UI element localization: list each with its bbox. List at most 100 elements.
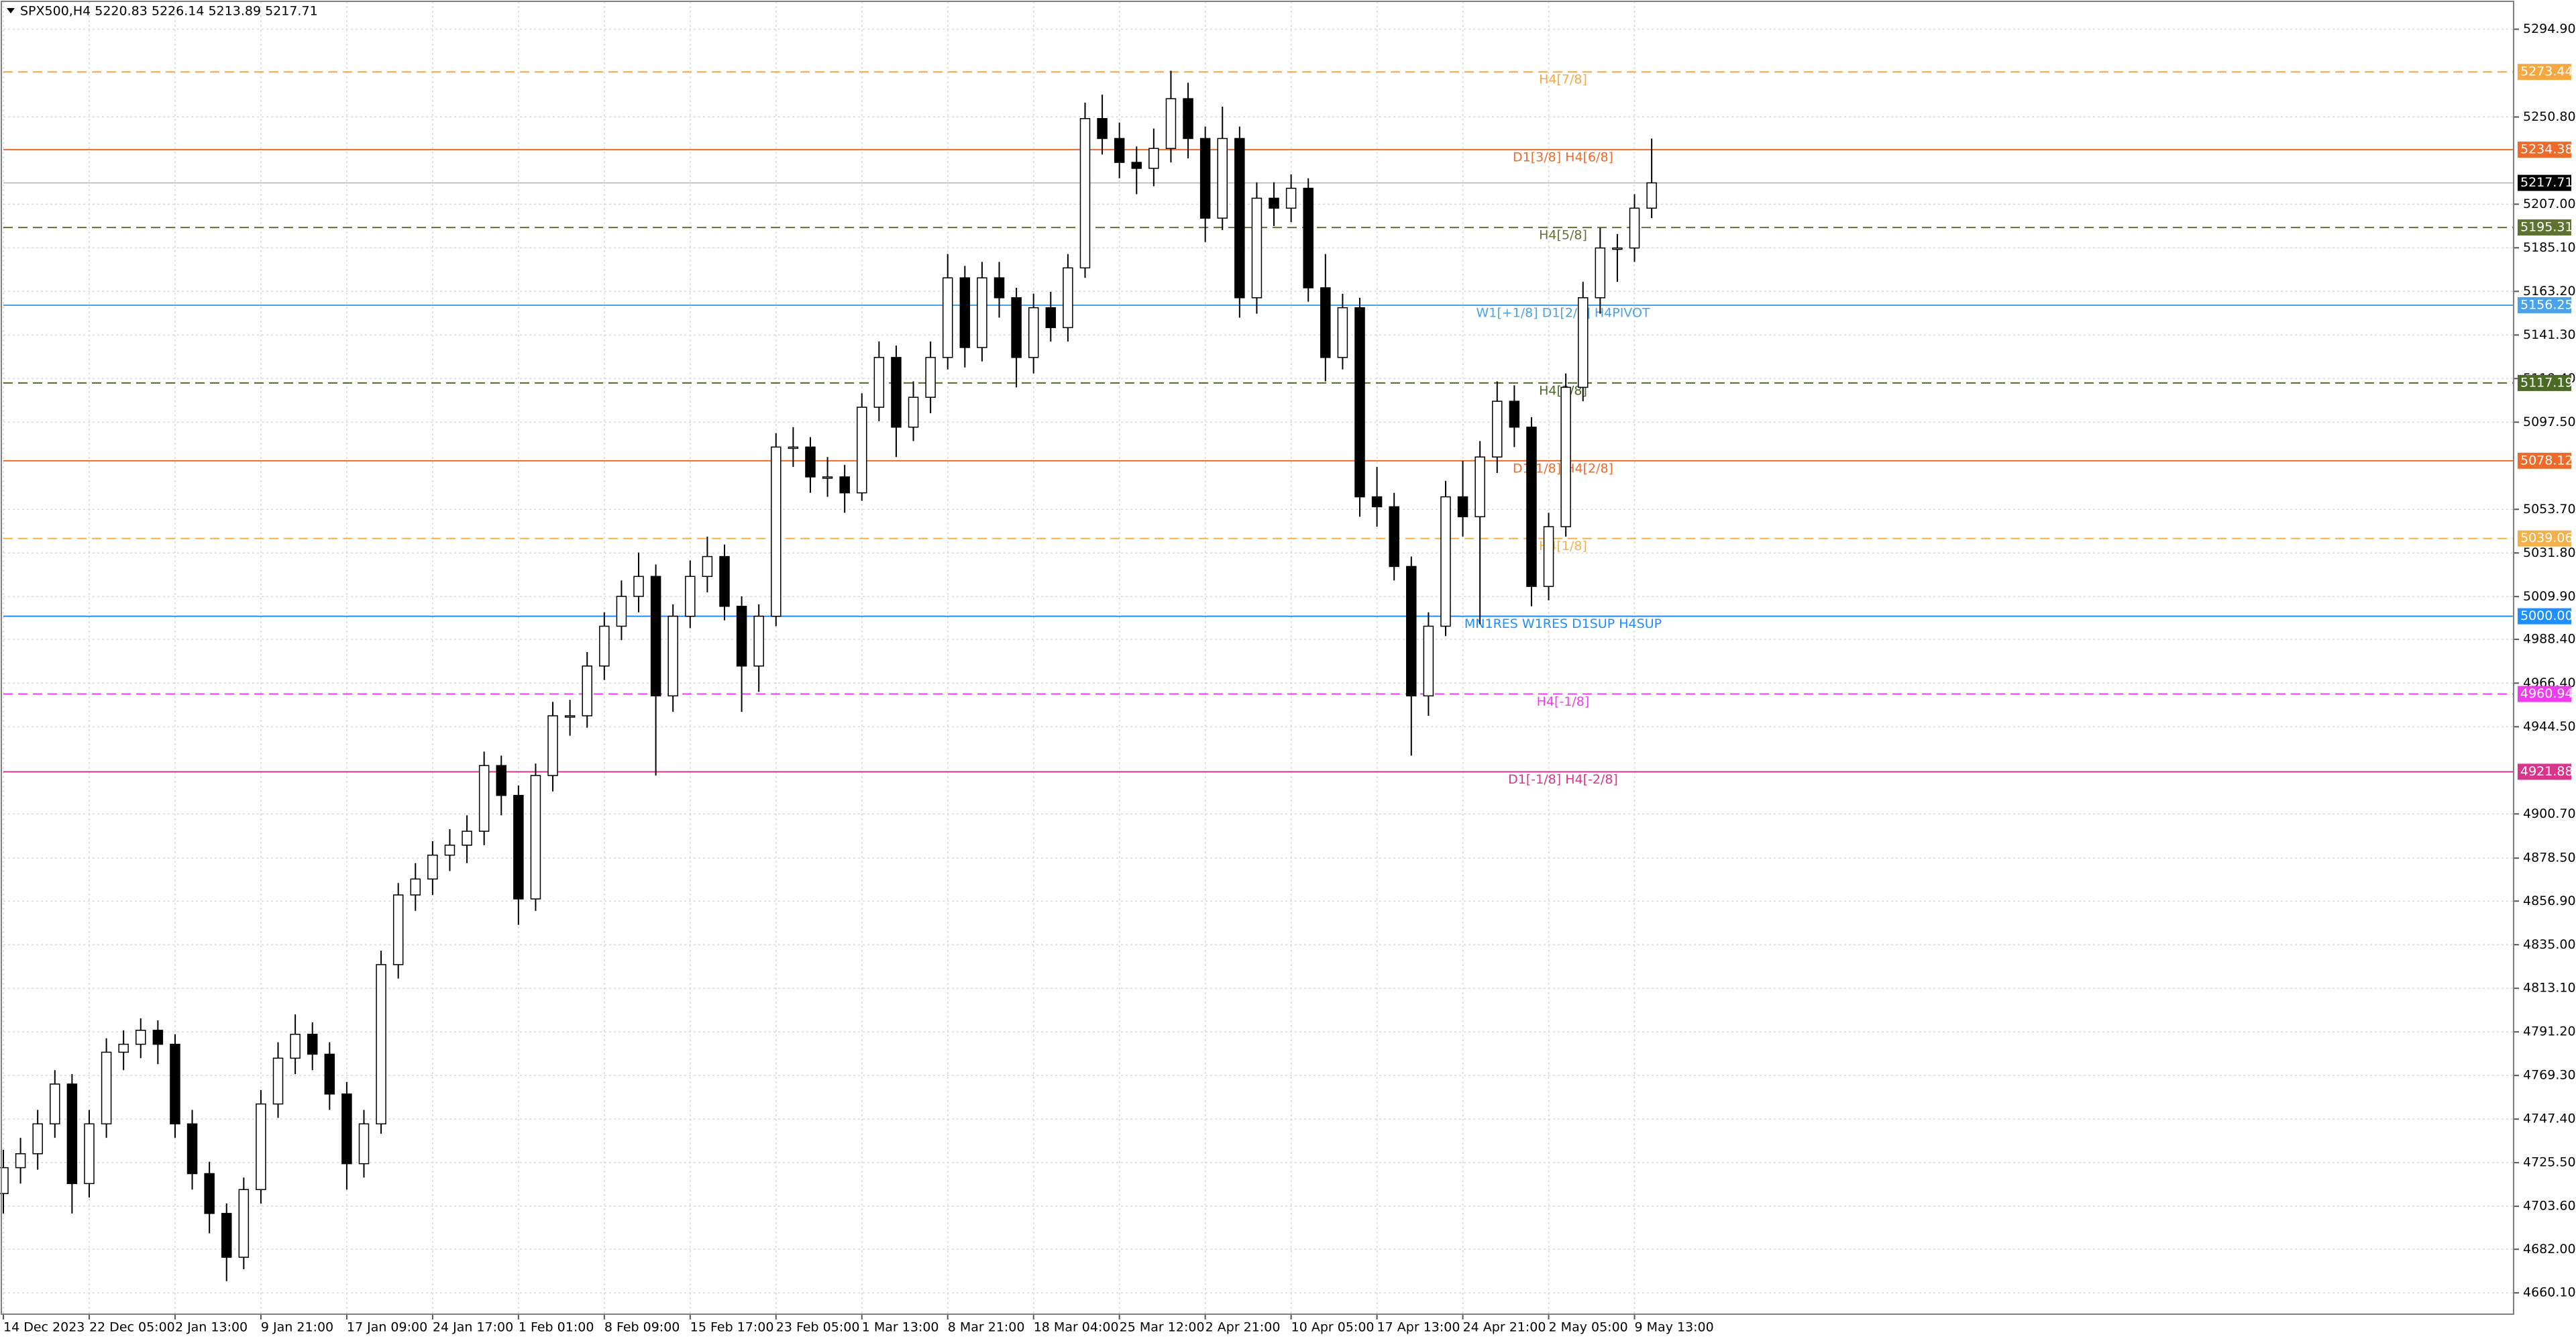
candle-body bbox=[1079, 118, 1091, 269]
candle-body bbox=[599, 625, 610, 667]
candle-body bbox=[959, 277, 971, 348]
candle-body bbox=[1269, 197, 1279, 209]
candle-body bbox=[444, 845, 455, 856]
candle-body bbox=[152, 1030, 164, 1045]
candle-body bbox=[1629, 207, 1640, 249]
y-tick-label: 5185.10 bbox=[2523, 240, 2576, 255]
level-label: H4[5/8] bbox=[1539, 228, 1587, 243]
price-tag-label: 5234.38 bbox=[2520, 142, 2573, 157]
candle-body bbox=[1612, 247, 1623, 250]
candle-body bbox=[873, 357, 885, 408]
y-tick-label: 4988.40 bbox=[2523, 632, 2576, 647]
candle-body bbox=[1492, 400, 1503, 458]
level-label: MN1RES W1RES D1SUP H4SUP bbox=[1464, 617, 1662, 631]
candle-body bbox=[771, 446, 782, 617]
candle-body bbox=[1423, 625, 1434, 697]
candle-body bbox=[1354, 307, 1365, 498]
candle-body bbox=[616, 596, 627, 627]
candle-body bbox=[15, 1153, 26, 1169]
y-tick-label: 4769.30 bbox=[2523, 1068, 2576, 1083]
candle-body bbox=[891, 357, 902, 428]
candle-body bbox=[376, 964, 386, 1125]
price-tag-label: 5039.06 bbox=[2520, 531, 2573, 545]
candle-body bbox=[857, 407, 867, 494]
candle-body bbox=[1251, 197, 1263, 299]
axes: 5294.90 5250.80 5207.00 5185.10 5163.20 5141.… bbox=[3, 21, 2576, 1335]
candle-body bbox=[1320, 287, 1331, 358]
candle-body bbox=[66, 1083, 78, 1185]
candle-body bbox=[1165, 98, 1177, 150]
y-tick-label: 4944.50 bbox=[2523, 719, 2576, 734]
candle-body bbox=[994, 277, 1005, 299]
y-tick-label: 5163.20 bbox=[2523, 284, 2576, 299]
candle-body bbox=[84, 1123, 95, 1185]
candle-body bbox=[101, 1051, 112, 1125]
candle-body bbox=[513, 794, 524, 900]
x-tick-label: 24 Apr 21:00 bbox=[1463, 1320, 1546, 1335]
level-label: W1[+1/8] D1[2/8] H4PIVOT bbox=[1476, 305, 1650, 320]
x-tick-label: 17 Apr 13:00 bbox=[1377, 1320, 1460, 1335]
candle-body bbox=[1028, 307, 1039, 358]
plot-frame bbox=[1, 1, 2514, 1315]
price-tag bbox=[2518, 142, 2571, 158]
candle-body bbox=[478, 765, 490, 832]
y-tick-label: 5250.80 bbox=[2523, 109, 2576, 124]
candle-body bbox=[1509, 400, 1520, 428]
candle-body bbox=[290, 1034, 301, 1059]
candle-body bbox=[753, 615, 764, 667]
candle-body bbox=[50, 1083, 60, 1125]
candle-body bbox=[1337, 307, 1348, 358]
candle-body bbox=[324, 1053, 335, 1095]
candle-body bbox=[805, 446, 816, 478]
y-tick-label: 4835.00 bbox=[2523, 937, 2576, 952]
x-tick-label: 23 Feb 05:00 bbox=[776, 1320, 860, 1335]
candle-body bbox=[238, 1189, 250, 1258]
candle-body bbox=[685, 576, 696, 617]
candle-body bbox=[839, 476, 850, 494]
price-tag-label: 5156.25 bbox=[2520, 297, 2573, 312]
candle-body bbox=[1595, 247, 1606, 299]
candle-body bbox=[1045, 307, 1057, 329]
candle-body bbox=[1303, 187, 1313, 288]
candle-body bbox=[719, 555, 730, 607]
x-tick-label: 10 Apr 05:00 bbox=[1291, 1320, 1375, 1335]
y-tick-label: 5141.30 bbox=[2523, 327, 2576, 342]
price-tag bbox=[2518, 452, 2571, 469]
candle-body bbox=[1148, 148, 1159, 169]
candle-body bbox=[1131, 162, 1142, 169]
y-tick-label: 4747.40 bbox=[2523, 1112, 2576, 1126]
candle-body bbox=[925, 357, 936, 398]
candle-body bbox=[1063, 267, 1073, 329]
candles bbox=[0, 70, 1657, 1281]
candle-body bbox=[788, 446, 799, 449]
candle-body bbox=[1543, 526, 1554, 587]
x-tick-label: 25 Mar 12:00 bbox=[1120, 1320, 1205, 1335]
symbol-menu-icon[interactable] bbox=[7, 8, 15, 13]
candle-body bbox=[410, 878, 421, 896]
y-tick-label: 4856.90 bbox=[2523, 894, 2576, 908]
x-tick-label: 2 Apr 21:00 bbox=[1205, 1320, 1281, 1335]
candle-body bbox=[32, 1123, 43, 1155]
candle-body bbox=[1577, 297, 1589, 388]
y-tick-label: 5207.00 bbox=[2523, 197, 2576, 211]
price-tag-label: 5195.31 bbox=[2520, 220, 2573, 235]
candle-body bbox=[1560, 386, 1571, 527]
candle-body bbox=[1234, 138, 1245, 299]
x-tick-label: 17 Jan 09:00 bbox=[347, 1320, 427, 1335]
price-tag bbox=[2518, 64, 2571, 81]
price-tag-label: 5000.00 bbox=[2520, 608, 2573, 623]
candle-body bbox=[256, 1103, 266, 1190]
candle-body bbox=[136, 1030, 146, 1045]
grid bbox=[3, 1, 2514, 1314]
candle-body bbox=[582, 665, 592, 716]
level-label: D1[-1/8] H4[-2/8] bbox=[1508, 772, 1618, 787]
price-tag-label: 5117.19 bbox=[2520, 375, 2573, 390]
candle-body bbox=[1457, 496, 1468, 518]
price-tag-label: 5078.12 bbox=[2520, 453, 2573, 468]
chart-title: SPX500,H4 5220.83 5226.14 5213.89 5217.7… bbox=[20, 4, 318, 19]
y-tick-label: 4813.10 bbox=[2523, 981, 2576, 996]
y-tick-label: 4660.10 bbox=[2523, 1285, 2576, 1300]
candle-body bbox=[1526, 426, 1537, 587]
